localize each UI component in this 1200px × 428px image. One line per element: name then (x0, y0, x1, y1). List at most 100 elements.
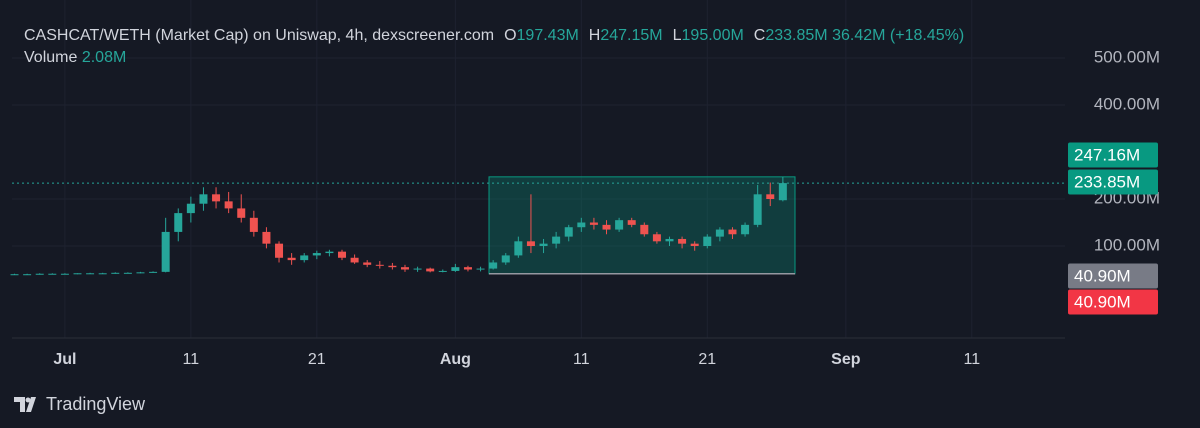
candle-body (627, 220, 636, 225)
candle-body (149, 271, 158, 273)
ohlc-value: 197.43M (516, 27, 579, 44)
candle-body (564, 227, 573, 237)
candle-body (388, 265, 397, 268)
candle-body (728, 229, 737, 235)
logo (14, 396, 36, 412)
ohlc-value: 195.00M (681, 27, 744, 44)
candle-body (174, 213, 183, 232)
legend-row: CASHCAT/WETH (Market Cap) on Uniswap, 4h… (24, 25, 964, 47)
price-label-box (1068, 169, 1158, 195)
candle-body (715, 229, 724, 237)
legend-row: Volume 2.08M (24, 47, 964, 69)
x-tick-label: 11 (183, 351, 200, 368)
candle-body (451, 267, 460, 271)
footer: TradingView (14, 394, 145, 415)
volume: 2.08M (81, 49, 127, 66)
candle-body (111, 272, 120, 274)
candle-body (526, 241, 535, 247)
candle-body (237, 208, 246, 218)
candle-body (539, 243, 548, 247)
price-label-box (1068, 142, 1158, 168)
candle-body (224, 201, 233, 209)
title: CASHCAT/WETH (Market Cap) on Uniswap, 4h… (24, 27, 495, 44)
candle-body (48, 273, 57, 275)
ohlc-value: 247.15M (600, 27, 663, 44)
candle-body (514, 241, 523, 256)
x-tick-label: 11 (963, 351, 980, 368)
candle-body (23, 274, 32, 276)
ohlc-key: H (588, 27, 601, 44)
candle-body (98, 273, 107, 275)
brand: TradingView (46, 394, 146, 414)
y-tick-label: 400.00M (1094, 94, 1160, 113)
candle-body (338, 251, 347, 258)
candle-body (136, 272, 145, 274)
candle-body (778, 183, 787, 201)
price-label: 247.16M (1074, 145, 1140, 164)
candle-body (300, 255, 309, 261)
ohlc-key: L (672, 27, 682, 44)
candle-body (375, 264, 384, 266)
candle-body (665, 238, 674, 242)
candle-body (489, 262, 498, 269)
candle-body (350, 257, 359, 263)
candle-body (86, 273, 95, 275)
ohlc-key: C (753, 27, 766, 44)
candle-body (249, 217, 258, 232)
candle-body (363, 262, 372, 265)
candle-body (678, 238, 687, 244)
candle-body (10, 274, 19, 276)
ohlc-value: 233.85M (765, 27, 828, 44)
candle-body (199, 194, 208, 204)
change: 36.42M (+18.45%) (832, 27, 965, 44)
candle-body (73, 273, 82, 275)
price-label: 40.90M (1074, 266, 1131, 285)
candle-body (312, 253, 321, 256)
candle-body (186, 203, 195, 214)
candle-body (426, 268, 435, 272)
candle-body (652, 234, 661, 242)
x-tick-label: Aug (440, 351, 471, 368)
candle-body (161, 231, 170, 272)
candle-body (463, 267, 472, 270)
candle-body (476, 268, 485, 270)
candle-body (615, 220, 624, 230)
x-tick-label: 11 (573, 351, 590, 368)
volume-label: Volume (24, 49, 78, 66)
price-label: 233.85M (1074, 172, 1140, 191)
candle-body (262, 231, 271, 244)
candle-body (703, 236, 712, 247)
legend: CASHCAT/WETH (Market Cap) on Uniswap, 4h… (24, 25, 964, 69)
x-tick-label: Sep (831, 351, 861, 368)
candle-body (35, 273, 44, 275)
y-tick-label: 500.00M (1094, 47, 1160, 66)
candle-body (413, 268, 422, 270)
price-label-box (1068, 263, 1158, 289)
candle-body (640, 224, 649, 235)
candle-body (400, 267, 409, 270)
candle-body (212, 194, 221, 202)
candle-body (287, 257, 296, 261)
x-tick-label: Jul (53, 351, 76, 368)
candle-body (123, 272, 132, 274)
candle-body (690, 243, 699, 247)
price-label-box (1068, 289, 1158, 315)
candle-body (602, 224, 611, 230)
price-label: 40.90M (1074, 292, 1131, 311)
candle-body (552, 236, 561, 244)
candle-body (766, 194, 775, 200)
candle-body (275, 243, 284, 258)
candle-body (60, 273, 69, 275)
x-tick-label: 21 (308, 351, 326, 368)
x-tick-label: 21 (698, 351, 716, 368)
ohlc-key: O (504, 27, 517, 44)
candle-body (741, 224, 750, 235)
candle-body (325, 251, 334, 254)
candle-body (589, 222, 598, 225)
y-tick-label: 100.00M (1094, 235, 1160, 254)
candle-body (501, 255, 510, 263)
candle-body (438, 270, 447, 272)
candle-body (577, 222, 586, 228)
